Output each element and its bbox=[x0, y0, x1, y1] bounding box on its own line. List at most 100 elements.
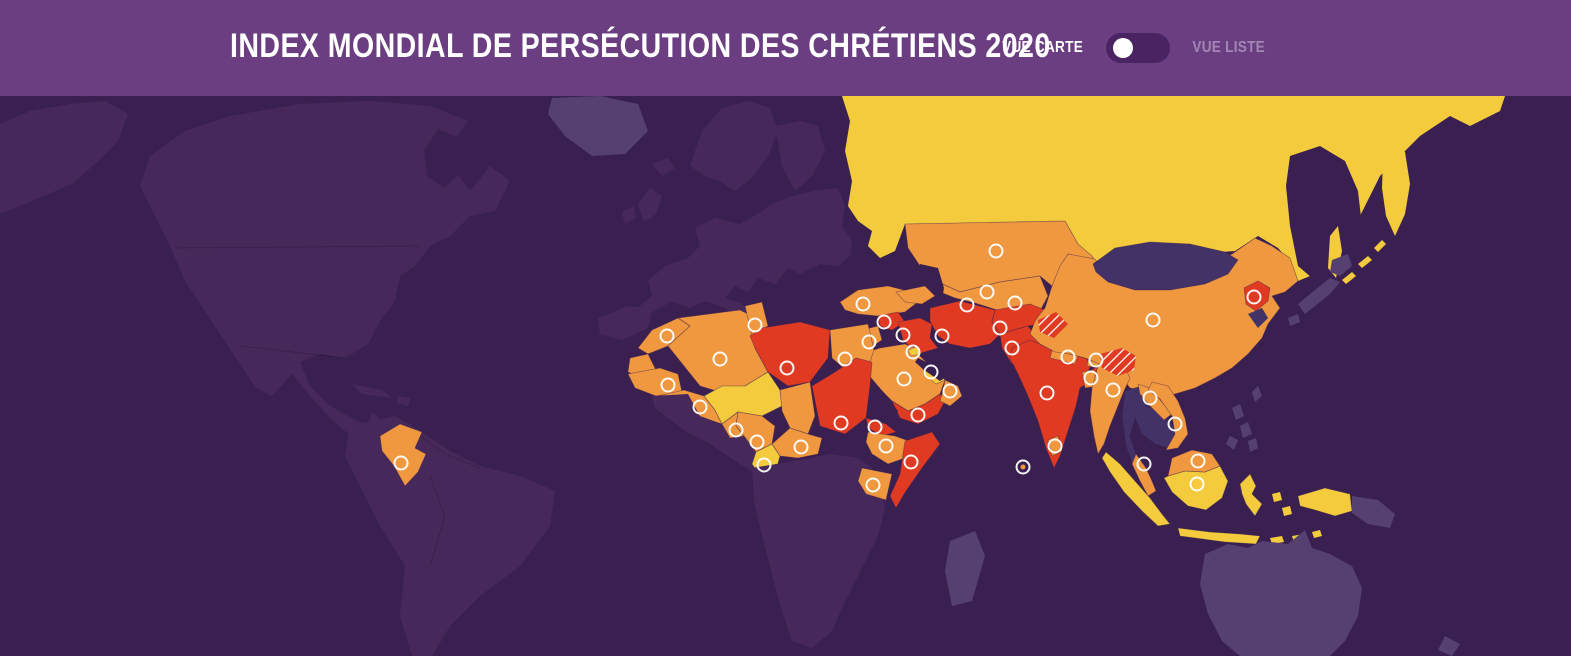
country-libya[interactable] bbox=[749, 321, 831, 387]
country-indonesia-sumatra[interactable] bbox=[1101, 451, 1171, 527]
marker-bhutan[interactable] bbox=[1088, 352, 1104, 368]
japan bbox=[1288, 254, 1352, 326]
marker-pakistan[interactable] bbox=[1004, 340, 1020, 356]
marker-jordan[interactable] bbox=[861, 334, 877, 350]
toggle-knob-icon bbox=[1113, 38, 1134, 58]
marker-libya[interactable] bbox=[779, 360, 795, 376]
view-toggle-switch[interactable] bbox=[1106, 33, 1171, 63]
greenland bbox=[548, 96, 648, 156]
kuril-islands bbox=[1342, 240, 1386, 284]
marker-laos[interactable] bbox=[1142, 390, 1158, 406]
region-caucasus bbox=[895, 285, 936, 305]
south-korea bbox=[1248, 308, 1268, 328]
marker-algeria[interactable] bbox=[712, 351, 728, 367]
madagascar bbox=[945, 531, 985, 606]
marker-mauritania[interactable] bbox=[660, 377, 676, 393]
marker-oman[interactable] bbox=[942, 383, 958, 399]
country-maldives[interactable] bbox=[1020, 464, 1026, 470]
disputed-northeast-india-hatch bbox=[1100, 348, 1136, 376]
marker-colombia[interactable] bbox=[393, 455, 409, 471]
sea-of-okhotsk bbox=[1286, 146, 1362, 278]
country-kenya[interactable] bbox=[857, 467, 893, 501]
marker-eritrea[interactable] bbox=[867, 419, 883, 435]
marker-ethiopia[interactable] bbox=[878, 438, 894, 454]
marker-somalia[interactable] bbox=[903, 454, 919, 470]
marker-brunei[interactable] bbox=[1190, 453, 1206, 469]
country-markers bbox=[393, 243, 1262, 493]
country-vietnam[interactable] bbox=[1147, 381, 1189, 451]
finland bbox=[775, 121, 825, 191]
marker-central-african-republic[interactable] bbox=[793, 439, 809, 455]
cuba bbox=[352, 384, 392, 398]
country-ethiopia[interactable] bbox=[865, 431, 913, 465]
country-nepal[interactable] bbox=[1049, 349, 1079, 365]
region-alaska bbox=[0, 101, 128, 214]
marker-saudi-arabia[interactable] bbox=[896, 371, 912, 387]
marker-burkina-faso[interactable] bbox=[728, 422, 744, 438]
united-kingdom bbox=[638, 188, 662, 222]
view-toggle-group: VUE CARTE VUE LISTE bbox=[995, 0, 1272, 96]
region-europe bbox=[600, 188, 852, 336]
country-sudan[interactable] bbox=[811, 357, 873, 435]
list-view-label[interactable]: VUE LISTE bbox=[1192, 39, 1266, 56]
region-south-america bbox=[345, 416, 555, 656]
philippines bbox=[1226, 404, 1258, 452]
region-southern-africa bbox=[752, 454, 885, 648]
marker-india[interactable] bbox=[1039, 385, 1055, 401]
country-somalia[interactable] bbox=[889, 431, 941, 509]
lesser-sunda-islands bbox=[1270, 530, 1322, 544]
marker-qatar[interactable] bbox=[923, 364, 939, 380]
marker-yemen[interactable] bbox=[910, 407, 926, 423]
marker-tunisia[interactable] bbox=[747, 317, 763, 333]
country-iraq[interactable] bbox=[897, 317, 939, 355]
marker-kenya[interactable] bbox=[865, 477, 881, 493]
marker-tajikistan[interactable] bbox=[1007, 295, 1023, 311]
marker-cameroon[interactable] bbox=[756, 457, 772, 473]
world-map[interactable] bbox=[0, 96, 1571, 656]
marker-kazakhstan[interactable] bbox=[988, 243, 1004, 259]
iceland bbox=[652, 158, 675, 176]
country-colombia[interactable] bbox=[379, 423, 427, 487]
region-north-america bbox=[140, 101, 510, 441]
australia bbox=[1200, 530, 1362, 656]
marker-morocco[interactable] bbox=[659, 328, 675, 344]
marker-maldives[interactable] bbox=[1015, 459, 1031, 475]
marker-vietnam[interactable] bbox=[1167, 416, 1183, 432]
iberia bbox=[598, 306, 652, 340]
marker-myanmar[interactable] bbox=[1105, 382, 1121, 398]
marker-turkmenistan[interactable] bbox=[959, 297, 975, 313]
marker-turkey[interactable] bbox=[855, 296, 871, 312]
marker-north-korea[interactable] bbox=[1246, 289, 1262, 305]
marker-uzbekistan[interactable] bbox=[979, 284, 995, 300]
ireland bbox=[622, 206, 636, 224]
marker-china[interactable] bbox=[1145, 312, 1161, 328]
us-canada-border bbox=[174, 245, 421, 249]
page-title: INDEX MONDIAL DE PERSÉCUTION DES CHRÉTIE… bbox=[230, 26, 1051, 65]
papua-new-guinea bbox=[1352, 496, 1395, 528]
marker-egypt[interactable] bbox=[837, 351, 853, 367]
marker-sudan[interactable] bbox=[833, 415, 849, 431]
black-sea bbox=[848, 262, 898, 288]
marker-syria[interactable] bbox=[876, 314, 892, 330]
marker-kuwait[interactable] bbox=[905, 344, 921, 360]
marker-bangladesh[interactable] bbox=[1083, 370, 1099, 386]
marker-malaysia[interactable] bbox=[1136, 456, 1152, 472]
country-indonesia-sulawesi[interactable] bbox=[1239, 473, 1263, 517]
marker-iraq[interactable] bbox=[895, 327, 911, 343]
country-malaysia-borneo[interactable] bbox=[1167, 449, 1221, 477]
marker-sri-lanka[interactable] bbox=[1047, 438, 1063, 454]
marker-iran[interactable] bbox=[934, 328, 950, 344]
country-indonesia-papua[interactable] bbox=[1297, 487, 1353, 517]
hispaniola bbox=[397, 396, 410, 406]
new-zealand bbox=[1438, 636, 1460, 656]
marker-indonesia[interactable] bbox=[1189, 476, 1205, 492]
map-view-label[interactable]: VUE CARTE bbox=[1002, 39, 1084, 56]
marker-nigeria[interactable] bbox=[749, 434, 765, 450]
taiwan bbox=[1252, 386, 1262, 402]
marker-afghanistan[interactable] bbox=[992, 320, 1008, 336]
us-mexico-border bbox=[239, 345, 346, 359]
country-mongolia bbox=[1092, 241, 1239, 291]
marker-mali[interactable] bbox=[692, 399, 708, 415]
disputed-kashmir-hatch bbox=[1038, 312, 1068, 338]
marker-nepal[interactable] bbox=[1060, 349, 1076, 365]
